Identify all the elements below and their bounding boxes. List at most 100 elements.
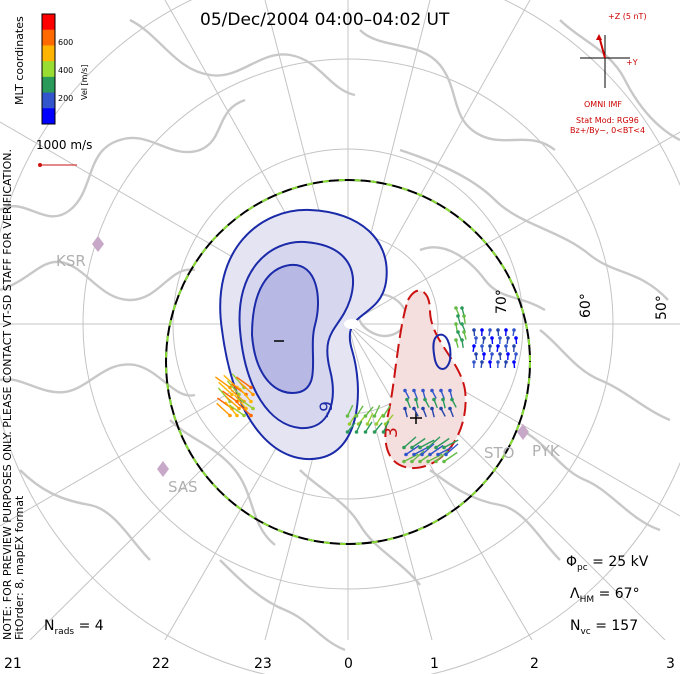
velocity-vector xyxy=(382,420,390,433)
velocity-vector-origin xyxy=(439,388,443,393)
velocity-vector-origin xyxy=(496,328,500,332)
velocity-vector-origin xyxy=(480,344,484,348)
fit-order-note: FitOrder: 8, mapEX format xyxy=(13,495,26,640)
velocity-vector-origin xyxy=(235,399,239,404)
velocity-vector-origin xyxy=(345,414,350,418)
velocity-vector-origin xyxy=(442,445,446,450)
lambda-subscript: HM xyxy=(579,594,595,605)
velocity-vector-origin xyxy=(412,388,416,393)
velocity-vector-origin xyxy=(454,306,458,310)
pole-marker xyxy=(344,319,360,329)
preview-note: NOTE: FOR PREVIEW PURPOSES ONLY. PLEASE … xyxy=(1,149,26,640)
colorbar-segment xyxy=(42,29,55,46)
velocity-vector-origin xyxy=(514,352,518,356)
velocity-vector xyxy=(216,402,231,417)
colorbar-frame xyxy=(41,13,56,125)
velocity-vector-origin xyxy=(512,344,516,348)
velocity-vector-origin xyxy=(460,322,464,326)
velocity-vector-origin xyxy=(474,336,478,340)
phi-symbol: Φ xyxy=(566,554,578,570)
velocity-vector-origin xyxy=(454,322,458,326)
velocity-vector-origin xyxy=(462,330,466,334)
velocity-vector-origin xyxy=(235,413,239,418)
velocity-vector xyxy=(235,376,252,389)
velocity-vector-origin xyxy=(237,406,241,411)
velocity-vector xyxy=(411,437,426,449)
velocity-vector-origin xyxy=(434,459,438,464)
mlt-label-23: 23 xyxy=(254,656,272,672)
velocity-vector xyxy=(228,404,245,417)
imf-condition: Bz+/By−, 0<BT<4 xyxy=(570,126,646,135)
velocity-vector-origin xyxy=(403,388,407,393)
velocity-vector-origin xyxy=(423,397,427,402)
velocity-vector-origin xyxy=(404,452,408,457)
velocity-vector-origin xyxy=(504,328,508,332)
velocity-vector-origin xyxy=(498,352,502,356)
velocity-vector-origin xyxy=(436,452,440,457)
velocity-vector xyxy=(346,404,354,417)
velocity-vector xyxy=(355,405,364,417)
velocity-vector-origin xyxy=(460,338,464,342)
velocity-vector-origin xyxy=(363,414,368,418)
velocity-vector xyxy=(373,404,381,417)
velocity-vector xyxy=(435,450,449,463)
imf-clock xyxy=(580,34,630,88)
latitude-label-50: 50° xyxy=(654,295,670,320)
velocity-vector-origin xyxy=(442,459,446,464)
velocity-vector-origin xyxy=(450,397,454,402)
velocity-vector-origin xyxy=(462,314,466,318)
velocity-vector-origin xyxy=(249,385,253,390)
coastlines xyxy=(0,18,680,652)
mlt-label-1: 1 xyxy=(430,656,439,672)
velocity-vector xyxy=(411,450,425,463)
velocity-vector-origin xyxy=(230,392,234,397)
velocity-vector xyxy=(214,376,231,389)
velocity-vector-origin xyxy=(439,406,443,411)
velocity-vector-origin xyxy=(496,360,500,364)
velocity-vector-origin xyxy=(365,422,370,426)
velocity-vector-origin xyxy=(472,328,476,332)
latitude-label-70: 70° xyxy=(494,289,510,314)
colorbar-label-600: 600 xyxy=(58,38,74,47)
velocity-vector xyxy=(238,387,252,402)
velocity-vector-origin xyxy=(418,459,422,464)
velocity-vector-origin xyxy=(418,445,422,450)
latitude-label-60: 60° xyxy=(578,293,594,318)
velocity-vector-origin xyxy=(474,352,478,356)
velocity-vector-origin xyxy=(430,388,434,393)
velocity-vector xyxy=(237,402,252,417)
velocity-vector-origin xyxy=(426,445,430,450)
velocity-vector xyxy=(419,439,435,449)
velocity-vector-origin xyxy=(482,336,486,340)
colorbar-segment xyxy=(42,76,55,94)
contour-label-negative: -9 xyxy=(317,401,337,418)
velocity-vector-origin xyxy=(454,338,458,342)
velocity-vector-origin xyxy=(410,459,414,464)
potential-max-marker xyxy=(410,412,422,424)
nvc-value: = 157 xyxy=(595,618,639,634)
velocity-vector xyxy=(403,436,417,449)
velocity-vector-origin xyxy=(512,328,516,332)
scale-vector-dot xyxy=(38,163,42,167)
velocity-vector xyxy=(403,453,419,463)
velocity-vector xyxy=(435,437,450,449)
velocity-vector-origin xyxy=(381,430,386,434)
coords-label: MLT coordinates xyxy=(13,16,26,105)
imf-z-label: +Z (5 nT) xyxy=(608,12,647,21)
velocity-vector-origin xyxy=(488,328,492,332)
velocity-vector xyxy=(364,421,373,433)
station-sas: SAS xyxy=(168,478,198,496)
velocity-vector-origin xyxy=(402,445,406,450)
imf-model: Stat Mod: RG96 xyxy=(576,116,639,125)
velocity-vector xyxy=(413,446,429,456)
velocity-vector-origin xyxy=(504,344,508,348)
velocity-vector-origin xyxy=(354,414,359,418)
mlt-label-21: 21 xyxy=(4,656,22,672)
velocity-vector xyxy=(225,395,240,410)
velocity-vector-origin xyxy=(490,352,494,356)
velocity-vector-origin xyxy=(405,397,409,402)
scale-vector-label: 1000 m/s xyxy=(36,138,93,152)
velocity-vector xyxy=(233,394,247,409)
